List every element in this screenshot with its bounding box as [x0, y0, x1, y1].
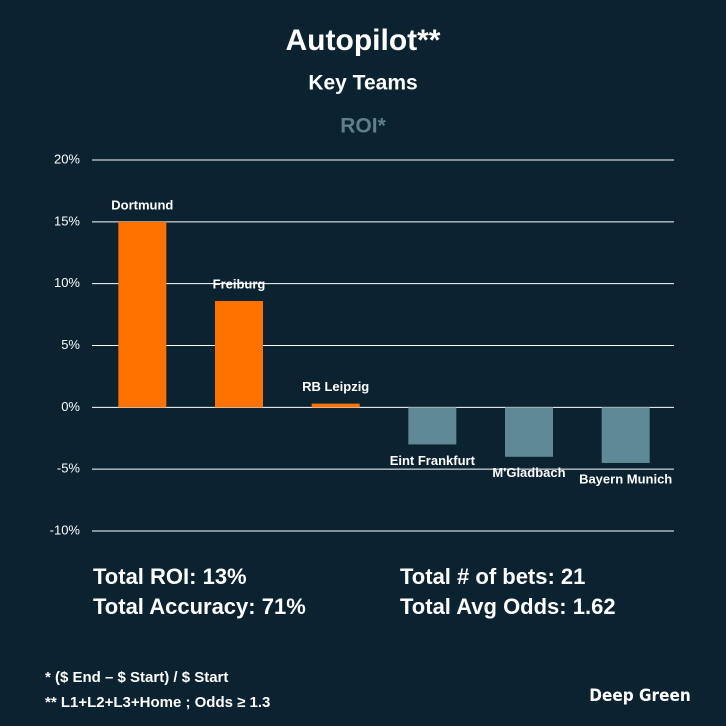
stat: Total ROI: 13% [93, 564, 247, 589]
y-tick-label: 15% [54, 213, 80, 228]
chart-title: Autopilot** [286, 24, 441, 57]
footnote: ** L1+L2+L3+Home ; Odds ≥ 1.3 [45, 694, 270, 711]
bar [408, 407, 457, 445]
category-label: Freiburg [213, 276, 266, 291]
stat: Total Avg Odds: 1.62 [400, 594, 616, 619]
y-tick-label: 5% [61, 337, 80, 352]
category-label: RB Leipzig [302, 379, 369, 394]
chart-subtitle: Key Teams [308, 72, 417, 95]
bar [215, 300, 263, 408]
bar [118, 221, 167, 408]
y-tick-label: -5% [57, 461, 81, 476]
category-label: Dortmund [111, 197, 173, 212]
y-tick-label: 20% [54, 151, 80, 166]
y-tick-label: 0% [61, 399, 80, 414]
stat: Total # of bets: 21 [400, 564, 585, 589]
category-label: Bayern Munich [579, 471, 672, 486]
stat: Total Accuracy: 71% [93, 594, 306, 619]
y-tick-label: -10% [50, 522, 81, 537]
bar [505, 407, 553, 457]
category-label: Eint Frankfurt [390, 453, 476, 468]
category-label: M'Gladbach [492, 465, 565, 480]
metric-title: ROI* [340, 115, 386, 138]
bar [311, 403, 360, 408]
bar [601, 407, 650, 463]
y-tick-label: 10% [54, 275, 80, 290]
footnote: * ($ End – $ Start) / $ Start [45, 669, 228, 686]
brand: Deep Green [589, 686, 690, 706]
